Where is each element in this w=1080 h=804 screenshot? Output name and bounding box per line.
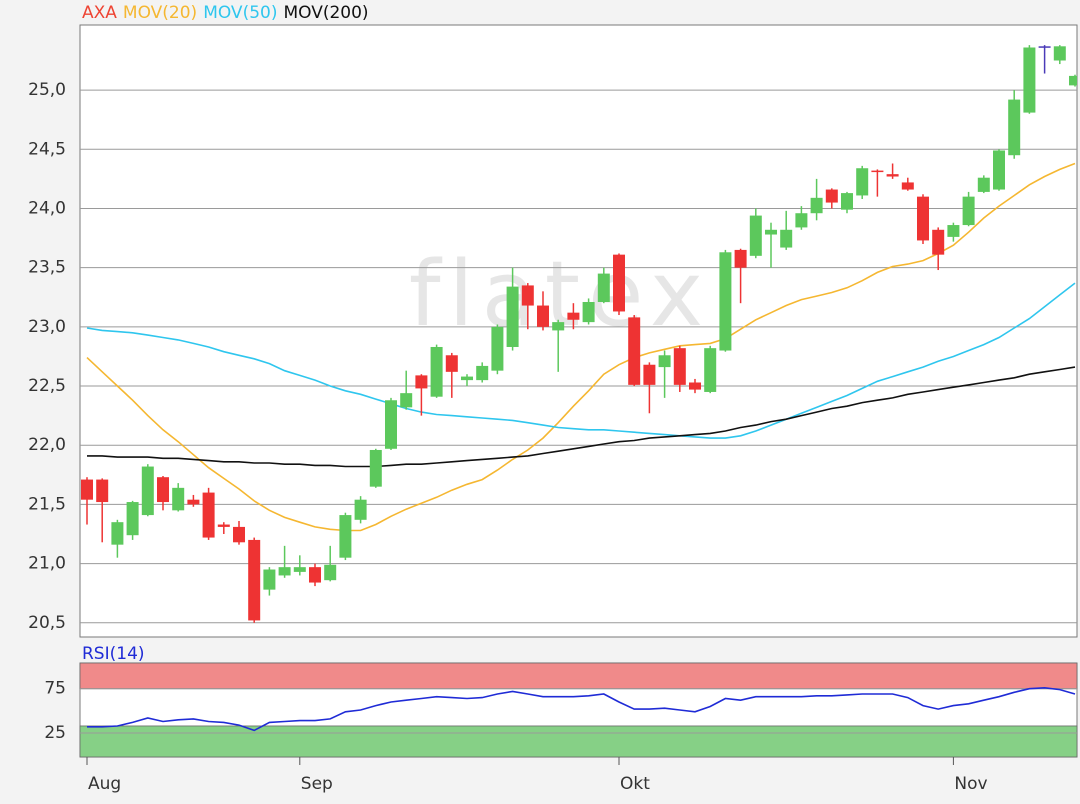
candle-body — [841, 193, 853, 210]
candle-body — [126, 502, 139, 536]
candle-body — [749, 215, 762, 256]
candle-body — [369, 449, 382, 487]
candle-body — [962, 196, 975, 226]
candle-body — [233, 526, 245, 543]
candle-body — [385, 400, 397, 449]
y-tick-label: 23,0 — [28, 317, 66, 337]
candle-body — [339, 515, 352, 558]
candle-body — [309, 567, 321, 583]
candle-body — [886, 174, 899, 177]
legend-label: MOV(200) — [283, 3, 368, 23]
x-tick-label: Okt — [620, 774, 650, 794]
moving-average-line — [86, 282, 1076, 439]
y-tick-label: 20,5 — [28, 613, 66, 633]
candle-body — [461, 376, 473, 381]
y-tick-label: 24,5 — [28, 139, 66, 159]
candle-body — [597, 273, 610, 302]
x-tick-label: Aug — [88, 774, 121, 794]
candle-body — [1038, 46, 1051, 48]
candle-body — [476, 365, 489, 381]
moving-average-line — [87, 366, 1076, 468]
candle-body — [689, 382, 701, 390]
candle-body — [430, 346, 443, 397]
candle-body — [217, 524, 230, 527]
candle-body — [324, 564, 337, 581]
candle-body — [521, 285, 534, 306]
price-panel — [79, 24, 1078, 638]
candle-body — [248, 539, 261, 621]
candle-body — [780, 229, 793, 248]
candle-body — [111, 522, 124, 545]
candle-body — [765, 229, 777, 235]
y-tick-label: 75 — [44, 679, 66, 699]
y-tick-label: 24,0 — [28, 198, 66, 218]
candle-body — [932, 229, 945, 255]
candle-body — [202, 492, 215, 538]
candle-body — [172, 487, 185, 511]
candle-body — [825, 189, 838, 203]
y-tick-label: 23,5 — [28, 258, 66, 278]
candle-body — [719, 252, 732, 351]
candle-body — [278, 567, 291, 576]
candle-body — [506, 286, 519, 347]
y-tick-label: 22,5 — [28, 376, 66, 396]
candle-body — [901, 182, 914, 190]
candle-body — [628, 317, 641, 385]
candle-body — [947, 225, 960, 237]
watermark: flatex — [409, 242, 711, 347]
legend-label: MOV(20) — [123, 3, 197, 23]
candle-body — [917, 196, 929, 241]
x-tick-label: Nov — [954, 774, 987, 794]
rsi-zone — [79, 725, 1078, 758]
candle-body — [293, 567, 306, 572]
candle-body — [81, 479, 93, 500]
candle-body — [187, 499, 200, 505]
price-plot — [81, 45, 1077, 623]
candle-body — [993, 150, 1005, 190]
candle-body — [141, 466, 154, 516]
candle-body — [537, 305, 549, 327]
candle-body — [613, 254, 625, 312]
y-tick-label: 22,0 — [28, 435, 66, 455]
legend-label: MOV(50) — [203, 3, 277, 23]
candle-body — [354, 499, 367, 520]
y-tick-label: 21,0 — [28, 554, 66, 574]
candle-body — [704, 348, 717, 392]
candle-body — [871, 170, 884, 173]
candle-body — [856, 168, 869, 196]
candle-body — [673, 348, 686, 385]
candle-body — [582, 301, 595, 323]
moving-average-line — [86, 162, 1076, 532]
y-tick-label: 25 — [44, 723, 66, 743]
x-tick-label: Sep — [301, 774, 333, 794]
candle-body — [643, 364, 656, 385]
candle-body — [977, 177, 990, 192]
candle-body — [445, 355, 458, 372]
candle-body — [263, 569, 276, 590]
rsi-label: RSI(14) — [82, 644, 145, 664]
candle-body — [1069, 75, 1077, 86]
candle-body — [1023, 47, 1036, 113]
candle-body — [1053, 46, 1066, 61]
candle-body — [1008, 99, 1021, 156]
rsi-zone — [79, 662, 1078, 690]
candle-body — [658, 355, 671, 368]
candle-body — [96, 479, 109, 503]
y-tick-label: 25,0 — [28, 80, 66, 100]
candle-body — [157, 477, 169, 503]
legend: AXA MOV(20) MOV(50) MOV(200) — [82, 3, 369, 23]
candle-body — [810, 197, 823, 214]
candle-body — [415, 375, 428, 389]
candle-body — [567, 312, 580, 320]
legend-label: AXA — [82, 3, 117, 23]
candle-body — [491, 326, 504, 371]
candle-body — [734, 249, 747, 268]
candle-body — [795, 213, 808, 228]
y-tick-label: 21,5 — [28, 494, 66, 514]
rsi-line — [87, 686, 1076, 732]
candle-body — [400, 393, 413, 408]
candle-body — [552, 322, 565, 331]
